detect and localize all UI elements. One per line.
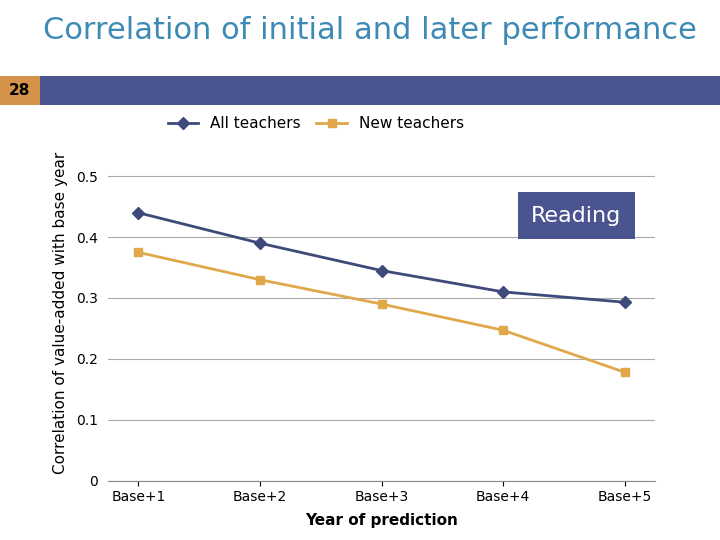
All teachers	[256, 240, 264, 246]
All teachers	[621, 299, 629, 306]
New teachers	[621, 369, 629, 375]
Text: Correlation of initial and later performance: Correlation of initial and later perform…	[43, 16, 697, 45]
Legend: All teachers, New teachers: All teachers, New teachers	[161, 110, 470, 137]
All teachers	[499, 289, 508, 295]
All teachers	[134, 210, 143, 216]
New teachers	[499, 327, 508, 334]
Text: Reading: Reading	[531, 206, 621, 226]
X-axis label: Year of prediction: Year of prediction	[305, 512, 458, 528]
New teachers	[377, 301, 386, 307]
Y-axis label: Correlation of value-added with base year: Correlation of value-added with base yea…	[53, 152, 68, 474]
Line: New teachers: New teachers	[134, 248, 629, 376]
All teachers	[377, 267, 386, 274]
New teachers	[134, 249, 143, 255]
Line: All teachers: All teachers	[134, 208, 629, 306]
Text: 28: 28	[9, 83, 30, 98]
New teachers	[256, 276, 264, 283]
